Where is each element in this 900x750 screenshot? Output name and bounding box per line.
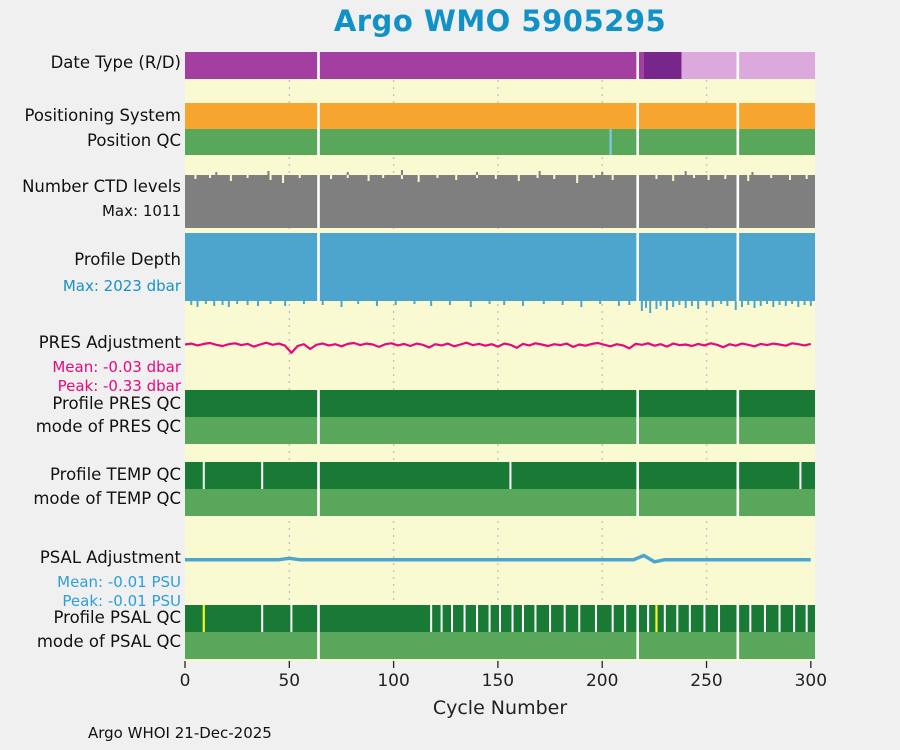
band-mode-temp-qc <box>185 489 815 516</box>
band-mode-psal-qc <box>185 632 815 659</box>
x-tick-label-300: 300 <box>794 671 828 691</box>
label-profile-psal-qc: Profile PSAL QC <box>53 608 181 627</box>
band-profile-temp-qc <box>185 462 815 489</box>
label-psal-peak: Peak: -0.01 PSU <box>62 592 181 610</box>
band-profile-depth <box>185 233 815 313</box>
label-profile-temp-qc: Profile TEMP QC <box>50 465 181 484</box>
label-position-qc: Position QC <box>87 131 181 150</box>
x-tick-label-50: 50 <box>278 671 301 691</box>
label-positioning-system: Positioning System <box>24 106 181 125</box>
line-psal-adjustment <box>185 553 811 564</box>
label-ctd-max: Max: 1011 <box>101 202 181 220</box>
label-pres-mean: Mean: -0.03 dbar <box>52 358 181 376</box>
label-ctd-levels: Number CTD levels <box>22 177 181 196</box>
label-mode-pres-qc: mode of PRES QC <box>35 417 181 436</box>
x-tick-label-0: 0 <box>179 671 191 691</box>
x-tick-label-150: 150 <box>481 671 515 691</box>
band-profile-psal-qc <box>185 605 815 632</box>
x-tick-label-200: 200 <box>585 671 619 691</box>
label-pres-peak: Peak: -0.33 dbar <box>57 377 181 395</box>
footer-credit: Argo WHOI 21-Dec-2025 <box>88 724 272 742</box>
band-profile-pres-qc <box>185 390 815 417</box>
figure-title: Argo WMO 5905295 <box>333 4 667 38</box>
x-axis-ticks <box>184 661 812 668</box>
band-position-qc <box>185 129 815 155</box>
band-mode-pres-qc <box>185 417 815 444</box>
band-ctd-levels <box>185 170 815 228</box>
label-mode-temp-qc: mode of TEMP QC <box>33 489 181 508</box>
label-mode-psal-qc: mode of PSAL QC <box>36 632 181 651</box>
label-psal-adj: PSAL Adjustment <box>39 548 181 567</box>
label-pres-adj: PRES Adjustment <box>38 333 181 352</box>
x-tick-label-250: 250 <box>690 671 723 691</box>
label-profile-depth: Profile Depth <box>74 250 181 269</box>
label-date-type: Date Type (R/D) <box>50 53 181 72</box>
band-date-type <box>185 52 815 79</box>
label-psal-mean: Mean: -0.01 PSU <box>57 573 181 591</box>
band-positioning-system <box>185 103 815 129</box>
label-depth-max: Max: 2023 dbar <box>62 277 181 295</box>
x-axis-title: Cycle Number <box>432 697 568 719</box>
x-tick-label-100: 100 <box>377 671 410 691</box>
label-profile-pres-qc: Profile PRES QC <box>52 394 181 413</box>
line-pres-adjustment <box>184 341 812 354</box>
